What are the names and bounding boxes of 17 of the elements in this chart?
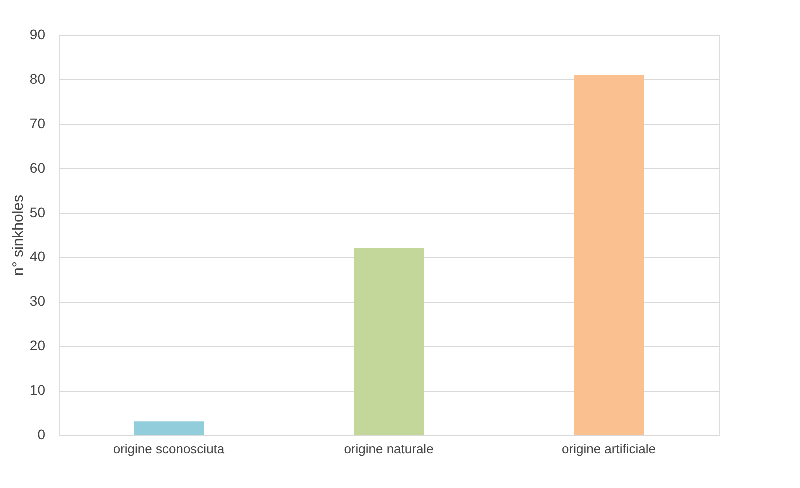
y-tick-label: 50 — [30, 204, 46, 220]
y-tick-label: 90 — [30, 26, 46, 42]
bar — [354, 248, 424, 435]
y-tick-label: 30 — [30, 293, 46, 310]
y-tick-label: 10 — [30, 382, 46, 398]
y-axis-title: n° sinkholes — [10, 194, 27, 276]
x-tick-label: origine sconosciuta — [113, 442, 226, 456]
y-tick-label: 40 — [30, 248, 46, 265]
bar — [574, 75, 644, 435]
x-tick-label: origine artificiale — [562, 442, 656, 456]
bar — [134, 422, 204, 435]
y-tick-label: 70 — [30, 115, 46, 132]
x-tick-label: origine naturale — [344, 442, 434, 456]
y-tick-label: 0 — [38, 426, 46, 442]
y-tick-label: 80 — [30, 70, 46, 87]
y-tick-label: 60 — [30, 160, 46, 176]
y-tick-label: 20 — [30, 338, 46, 354]
